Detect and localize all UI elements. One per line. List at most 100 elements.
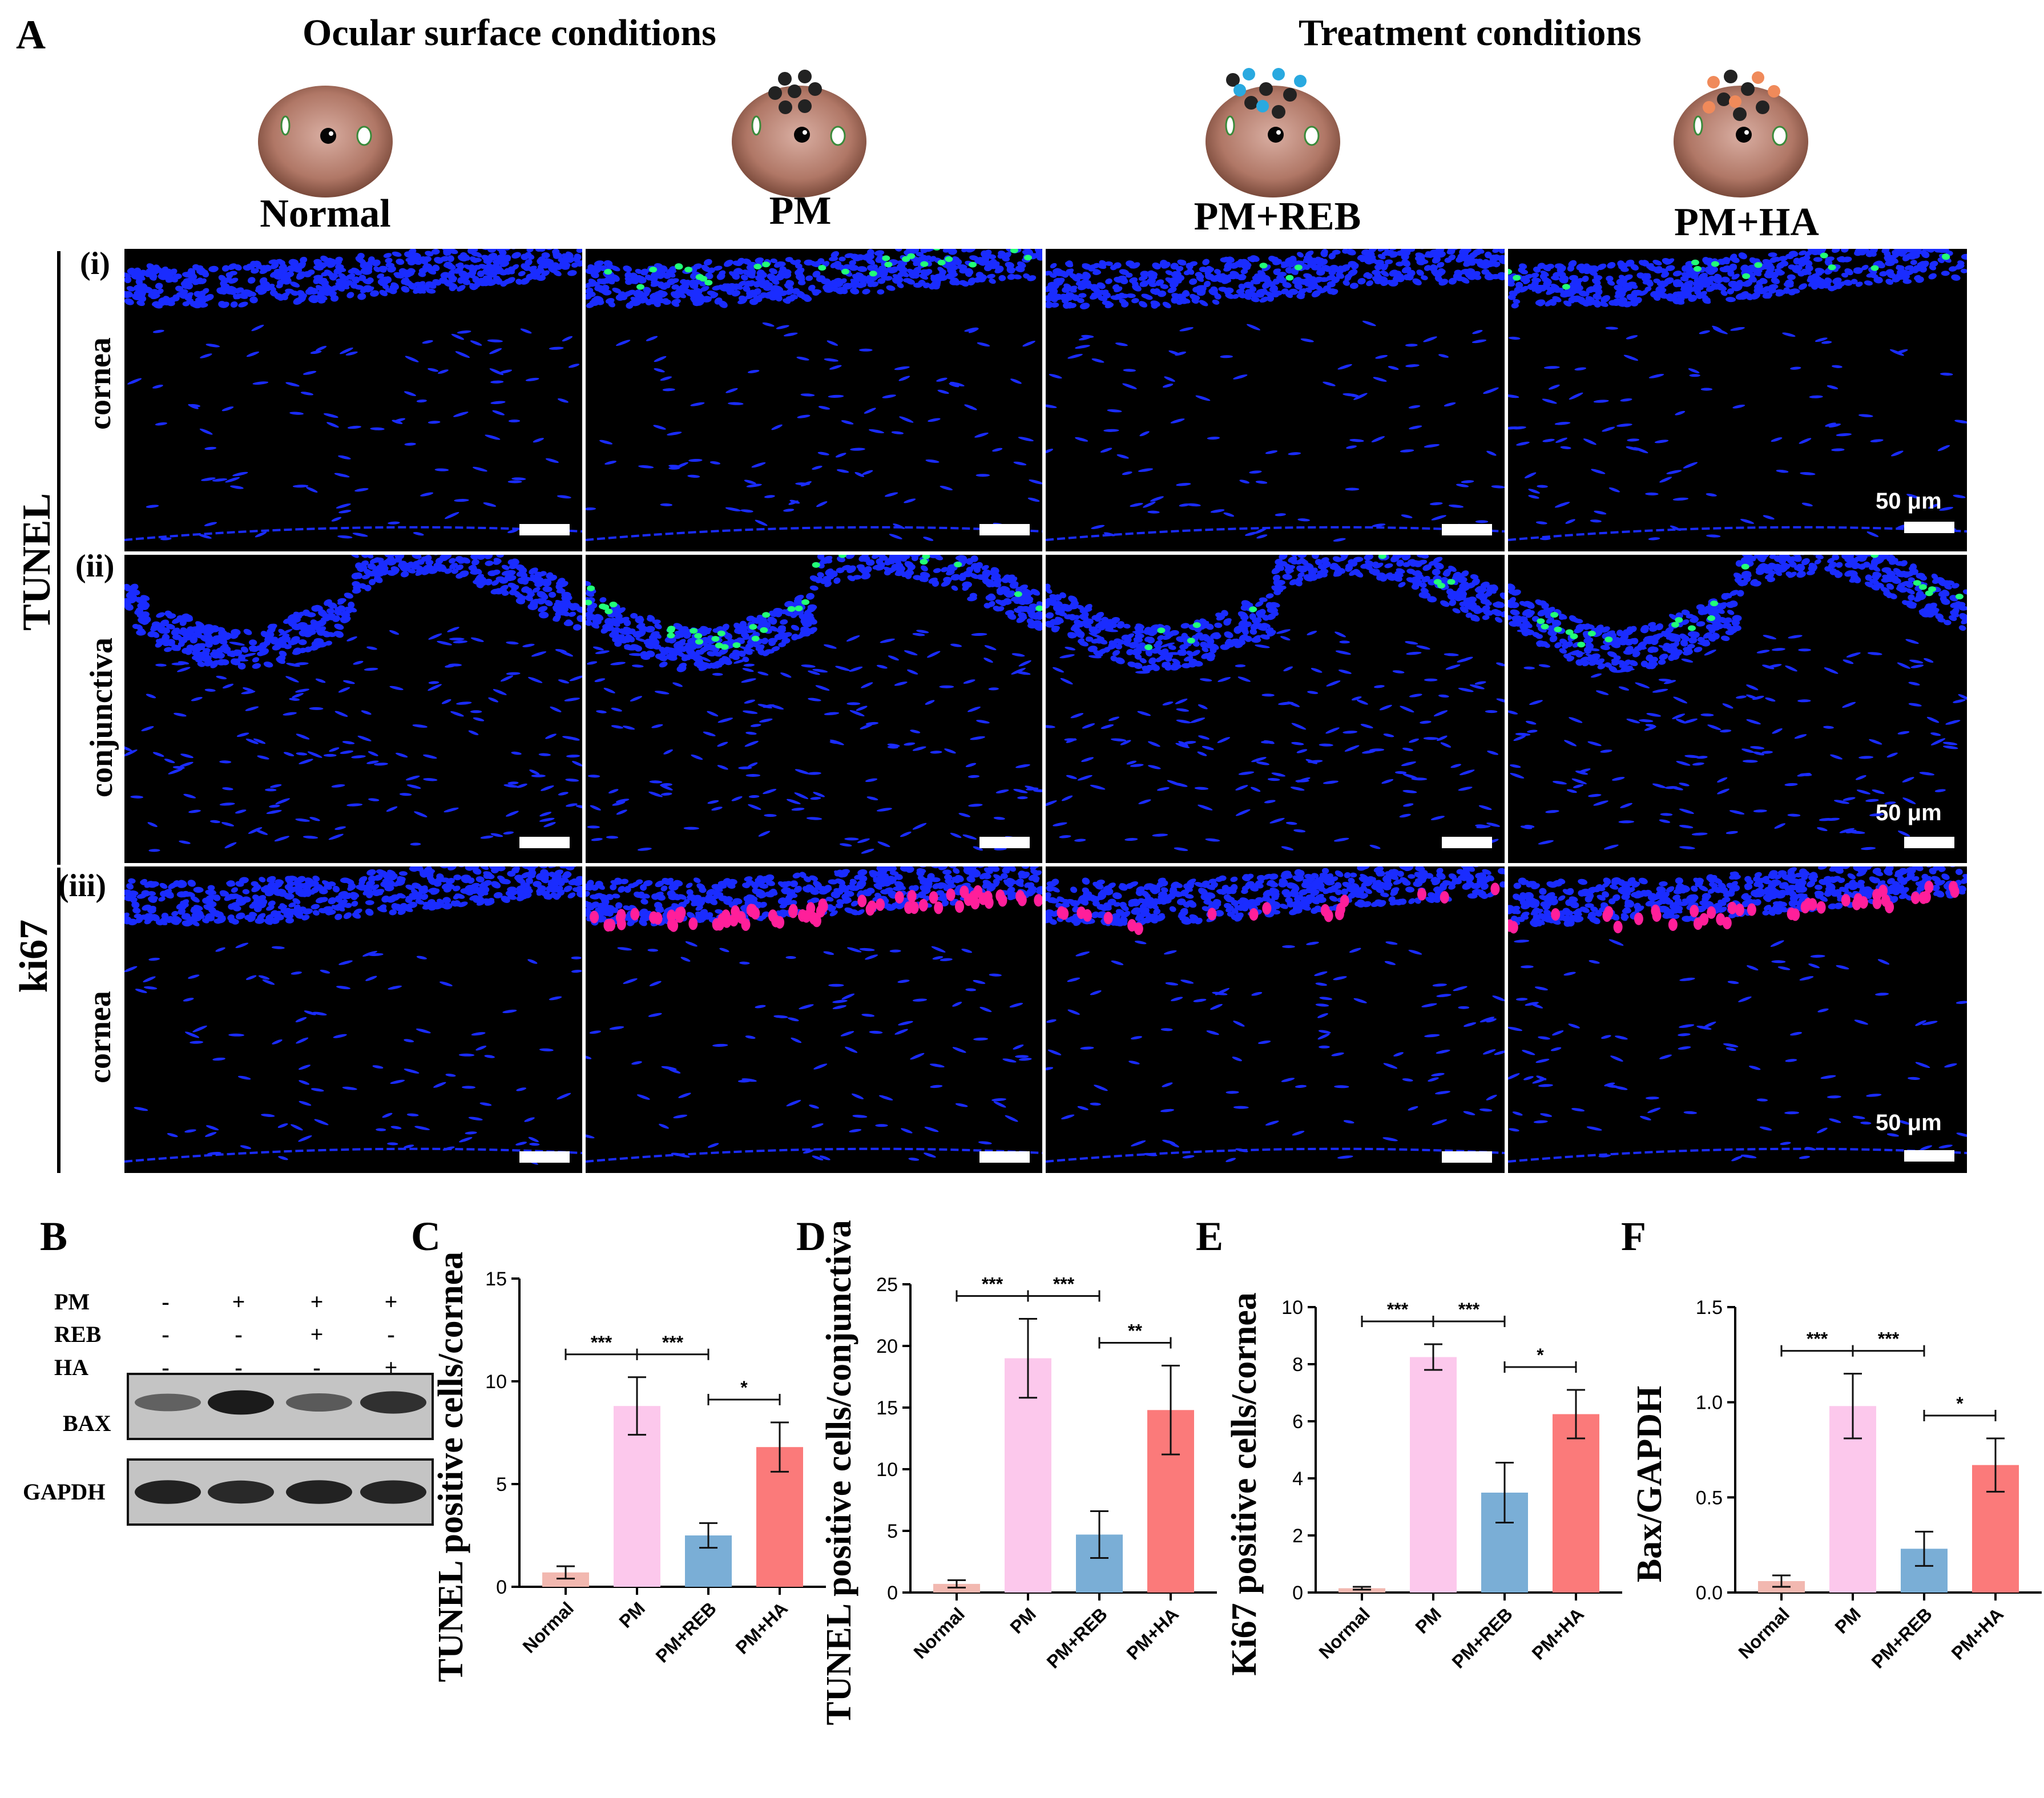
significance-label: *** — [1458, 1299, 1480, 1320]
blot-label-gapdh: GAPDH — [23, 1479, 106, 1505]
x-tick-label: PM+REB — [1043, 1603, 1111, 1672]
y-tick-label: 10 — [1281, 1297, 1303, 1319]
scale-bar — [1904, 1150, 1954, 1162]
x-tick-label: Normal — [519, 1598, 578, 1656]
significance-label: ** — [1128, 1321, 1142, 1341]
blot-band — [286, 1393, 352, 1412]
scale-bar-label: 50 μm — [1876, 1110, 1942, 1135]
y-tick-label: 5 — [496, 1474, 507, 1495]
micrograph-cells — [124, 866, 582, 1165]
blot-treatment-label-pm: PM — [54, 1289, 90, 1315]
x-tick-label: PM+REB — [652, 1598, 720, 1666]
scale-bar — [519, 524, 570, 535]
micrograph-tunel-conjunctiva-normal — [124, 555, 582, 863]
y-tick-label: 0 — [1292, 1582, 1303, 1604]
micrograph-cells — [586, 555, 1042, 854]
y-tick-label: 15 — [485, 1268, 507, 1290]
blot-sign: + — [232, 1289, 245, 1315]
blot-band — [286, 1480, 352, 1504]
y-tick-label: 4 — [1292, 1468, 1303, 1490]
blot-bands-gapdh — [135, 1480, 426, 1504]
panel-letter-a: A — [16, 12, 46, 58]
scale-bar — [1442, 837, 1492, 848]
significance-label: *** — [1053, 1273, 1075, 1294]
micrograph-cells — [1046, 555, 1505, 851]
micrograph-ki67-cornea-pm — [586, 866, 1042, 1173]
x-tick-label: PM+HA — [1123, 1603, 1183, 1663]
micrograph-cells — [1046, 866, 1505, 1163]
x-tick-label: PM — [1006, 1603, 1040, 1637]
scale-bar — [1904, 837, 1954, 848]
significance-label: *** — [591, 1332, 612, 1353]
significance-label: * — [740, 1377, 748, 1398]
y-tick-label: 8 — [1292, 1354, 1303, 1376]
x-tick-label: PM — [615, 1598, 649, 1631]
scale-bar — [979, 524, 1030, 535]
micrograph-cells — [1508, 866, 1967, 1163]
significance-label: *** — [1387, 1299, 1409, 1320]
scale-bar-label: 50 μm — [1876, 489, 1942, 514]
eye-pm-reb-illustration — [1206, 68, 1340, 197]
x-tick-label: PM+REB — [1868, 1603, 1936, 1672]
blot-sign: + — [310, 1321, 324, 1347]
micrograph-tunel-cornea-pm-ha: 50 μm — [1508, 249, 1967, 551]
blot-band — [135, 1393, 201, 1412]
row-label-cornea-1: cornea — [82, 337, 118, 430]
micrograph-cells — [1046, 249, 1505, 542]
x-tick-label: Normal — [1315, 1603, 1374, 1662]
micrograph-tunel-cornea-normal — [124, 249, 582, 551]
scale-bar — [979, 1151, 1030, 1163]
row-roman-3: (iii) — [58, 868, 106, 904]
y-axis-label: TUNEL positive cells/cornea — [434, 1252, 470, 1682]
x-tick-label: PM — [1412, 1603, 1445, 1637]
condition-label-pm: PM — [769, 189, 832, 233]
y-tick-label: 1.5 — [1696, 1297, 1723, 1319]
micrograph-cells — [124, 555, 582, 852]
tunel-group-bracket — [57, 251, 61, 865]
significance-label: *** — [982, 1273, 1003, 1294]
x-tick-label: Normal — [1735, 1603, 1793, 1662]
micrograph-ki67-cornea-pm-reb — [1046, 866, 1505, 1173]
y-tick-label: 10 — [876, 1459, 898, 1481]
blot-band — [208, 1480, 274, 1504]
y-axis-label: TUNEL positive cells/conjunctiva — [822, 1220, 858, 1725]
blot-treatment-label-ha: HA — [54, 1354, 88, 1380]
y-tick-label: 0 — [887, 1582, 898, 1604]
chart-d: 0 5 10 15 20 25 TUNEL positive cells/conjuncti… — [822, 1220, 1217, 1726]
scale-bar — [519, 837, 570, 848]
micrograph-cells — [586, 249, 1042, 541]
micrograph-ki67-cornea-pm-ha: 50 μm — [1508, 866, 1967, 1173]
blot-sign: - — [162, 1321, 170, 1347]
significance-label: *** — [1878, 1329, 1900, 1349]
bar-pm-ha — [1553, 1414, 1599, 1593]
ki67-group-bracket — [57, 868, 61, 1173]
chart-e: 0 2 4 6 8 10 Ki67 positive cells/cornea Normal P… — [1227, 1292, 1622, 1676]
scale-bar — [1904, 522, 1954, 533]
blot-band — [360, 1391, 426, 1414]
x-tick-label: PM+HA — [732, 1598, 792, 1658]
panel-letter-b: B — [40, 1214, 68, 1259]
x-tick-label: PM — [1831, 1603, 1865, 1637]
y-tick-label: 6 — [1292, 1411, 1303, 1433]
y-axis-label: Bax/GAPDH — [1632, 1386, 1669, 1582]
blot-sign: - — [162, 1289, 170, 1315]
eye-pm-illustration — [732, 70, 866, 197]
panel-letter-c: C — [411, 1214, 441, 1259]
scale-bar — [519, 1151, 570, 1163]
blot-sign: - — [235, 1321, 243, 1347]
y-tick-label: 0.0 — [1696, 1582, 1723, 1604]
condition-label-normal: Normal — [260, 192, 391, 236]
significance-label: *** — [1807, 1329, 1828, 1349]
blot-sign: - — [387, 1321, 395, 1347]
y-tick-label: 5 — [887, 1521, 898, 1542]
panel-letter-d: D — [796, 1214, 826, 1259]
chart-f: 0.0 0.5 1.0 1.5 Bax/GAPDH Normal PM PM+REB PM+HA… — [1632, 1297, 2042, 1672]
y-axis-label: Ki67 positive cells/cornea — [1227, 1292, 1264, 1676]
heading-ocular: Ocular surface conditions — [303, 12, 716, 54]
scale-bar — [979, 837, 1030, 848]
eye-pm-ha-illustration — [1674, 70, 1808, 197]
x-tick-label: PM+HA — [1528, 1603, 1588, 1663]
micrograph-cells — [124, 249, 582, 541]
panel-letter-f: F — [1621, 1214, 1646, 1259]
micrograph-tunel-conjunctiva-pm-reb — [1046, 555, 1505, 863]
